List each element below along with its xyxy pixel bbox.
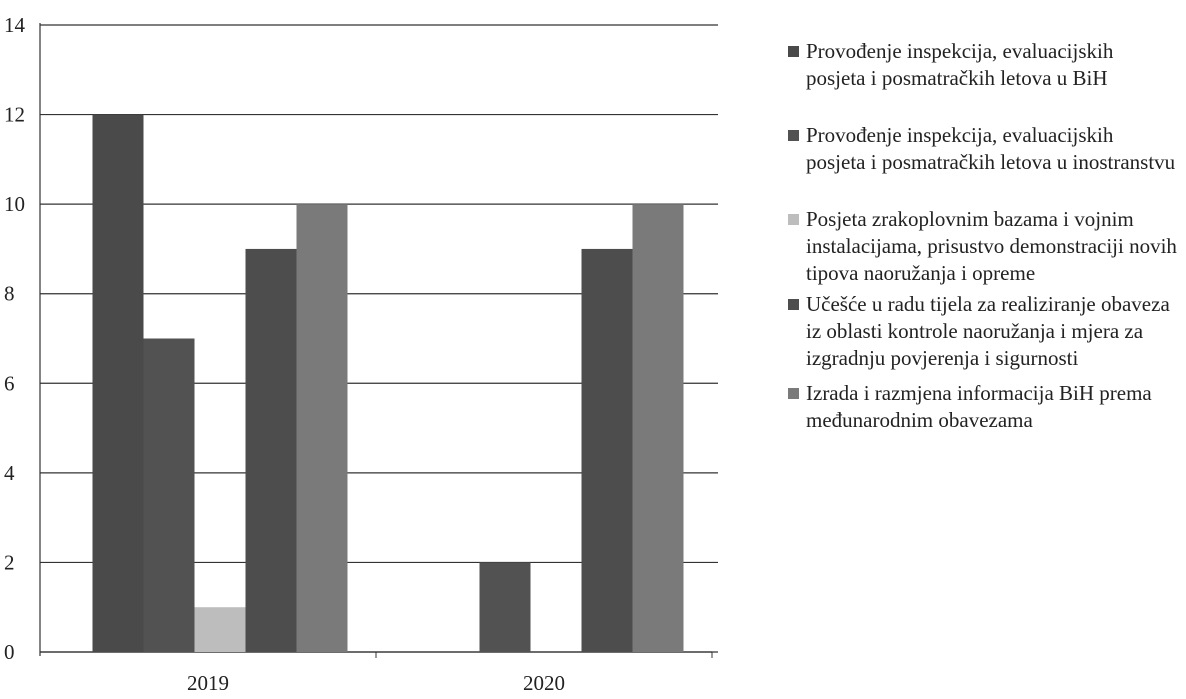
legend-label: Provođenje inspekcija, evaluacijskih pos… — [806, 123, 1176, 174]
y-tick-label: 2 — [4, 550, 15, 574]
bar — [581, 248, 633, 652]
legend-swatch — [788, 130, 799, 141]
legend-swatch — [788, 214, 799, 225]
bar — [143, 338, 195, 652]
legend-swatch — [788, 388, 799, 399]
bar — [296, 204, 348, 652]
legend-swatch — [788, 299, 799, 310]
bar — [245, 248, 297, 652]
y-tick-label: 14 — [4, 13, 26, 37]
bar — [479, 562, 531, 652]
legend-label: Izrada i razmjena informacija BiH prema … — [806, 381, 1152, 432]
y-tick-label: 12 — [4, 103, 25, 127]
y-tick-label: 6 — [4, 371, 15, 395]
legend-label: Učešće u radu tijela za realiziranje oba… — [806, 292, 1170, 370]
bar — [92, 114, 144, 653]
y-tick-label: 0 — [4, 640, 15, 664]
bar — [194, 607, 246, 652]
bar — [632, 204, 684, 652]
legend-swatch — [788, 46, 799, 57]
legend-item: Izrada i razmjena informacija BiH prema … — [778, 380, 1178, 434]
legend-label: Posjeta zrakoplovnim bazama i vojnim ins… — [806, 207, 1177, 285]
legend-item: Učešće u radu tijela za realiziranje oba… — [778, 291, 1178, 372]
legend-item: Provođenje inspekcija, evaluacijskih pos… — [778, 38, 1178, 92]
y-tick-label: 10 — [4, 192, 25, 216]
x-tick-label: 2019 — [187, 671, 229, 695]
legend-item: Posjeta zrakoplovnim bazama i vojnim ins… — [778, 206, 1178, 287]
legend-item: Provođenje inspekcija, evaluacijskih pos… — [778, 122, 1178, 176]
y-tick-label: 4 — [4, 461, 15, 485]
x-tick-label: 2020 — [523, 671, 565, 695]
legend: Provođenje inspekcija, evaluacijskih pos… — [778, 38, 1178, 434]
legend-label: Provođenje inspekcija, evaluacijskih pos… — [806, 39, 1114, 90]
y-tick-label: 8 — [4, 282, 15, 306]
